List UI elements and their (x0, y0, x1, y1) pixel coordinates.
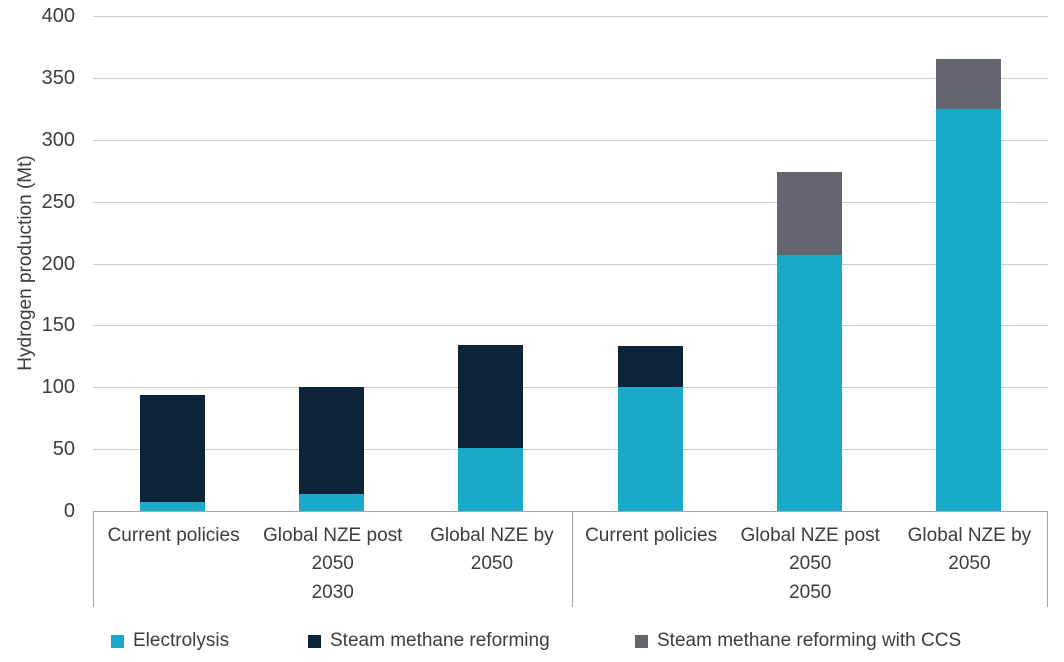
x-category-label: Current policies (107, 525, 240, 546)
bar-segment-steam-methane-reforming (299, 387, 365, 494)
bar-segment-steam-methane-reforming (617, 346, 683, 388)
y-tick-label: 400 (41, 5, 75, 27)
legend-swatch-icon (635, 634, 648, 648)
x-group-label-2030: 2030 (311, 582, 354, 603)
x-category-label: Global NZE by 2050 (907, 525, 1032, 574)
legend-label: Steam methane reforming (330, 630, 550, 651)
x-category-label: Global NZE by 2050 (430, 525, 554, 574)
x-group-label-2050: 2050 (789, 582, 832, 603)
gridline-50 (93, 449, 1048, 451)
bar-segment-electrolysis (458, 447, 524, 511)
bar-segment-steam-methane-reforming-with-ccs (776, 171, 842, 255)
y-tick-label: 300 (41, 128, 75, 151)
x-axis-category-box: Current policies Global NZE post 2050 Glob… (93, 511, 1048, 607)
x-category-label: Current policies (585, 525, 718, 546)
bar-segment-electrolysis (140, 502, 206, 511)
y-tick-label: 150 (41, 314, 75, 337)
plot-area (93, 16, 1048, 511)
bar-segment-electrolysis (299, 493, 365, 511)
y-tick-label: 200 (41, 252, 75, 275)
y-tick-label: 350 (41, 66, 75, 89)
gridline-150 (93, 325, 1048, 327)
bar-segment-steam-methane-reforming-with-ccs (935, 59, 1001, 109)
x-group-divider (571, 512, 573, 607)
gridline-200 (93, 263, 1048, 265)
bar-segment-steam-methane-reforming (140, 394, 206, 503)
legend-item-electrolysis: Electrolysis (111, 630, 229, 652)
legend-swatch-icon (111, 634, 124, 648)
legend-item-steam-methane-reforming: Steam methane reforming (308, 630, 550, 652)
y-tick-label: 250 (41, 190, 75, 213)
legend-label: Electrolysis (133, 630, 230, 651)
gridline-400 (93, 16, 1048, 17)
legend-label: Steam methane reforming with CCS (657, 630, 962, 651)
gridline-100 (93, 387, 1048, 389)
y-tick-label: 50 (52, 438, 75, 461)
y-tick-label: 100 (41, 376, 75, 399)
x-category-label: Global NZE post 2050 (263, 525, 403, 574)
x-category-label: Global NZE post 2050 (740, 525, 880, 574)
bar-segment-electrolysis (617, 387, 683, 511)
gridline-250 (93, 201, 1048, 203)
bar-segment-electrolysis (935, 108, 1001, 511)
y-tick-label: 0 (63, 500, 75, 522)
legend-swatch-icon (308, 634, 321, 648)
bar-segment-steam-methane-reforming (458, 345, 524, 448)
bar-segment-electrolysis (776, 254, 842, 511)
gridline-350 (93, 77, 1048, 79)
gridline-300 (93, 139, 1048, 141)
legend-item-steam-methane-reforming-with-ccs: Steam methane reforming with CCS (635, 630, 961, 652)
